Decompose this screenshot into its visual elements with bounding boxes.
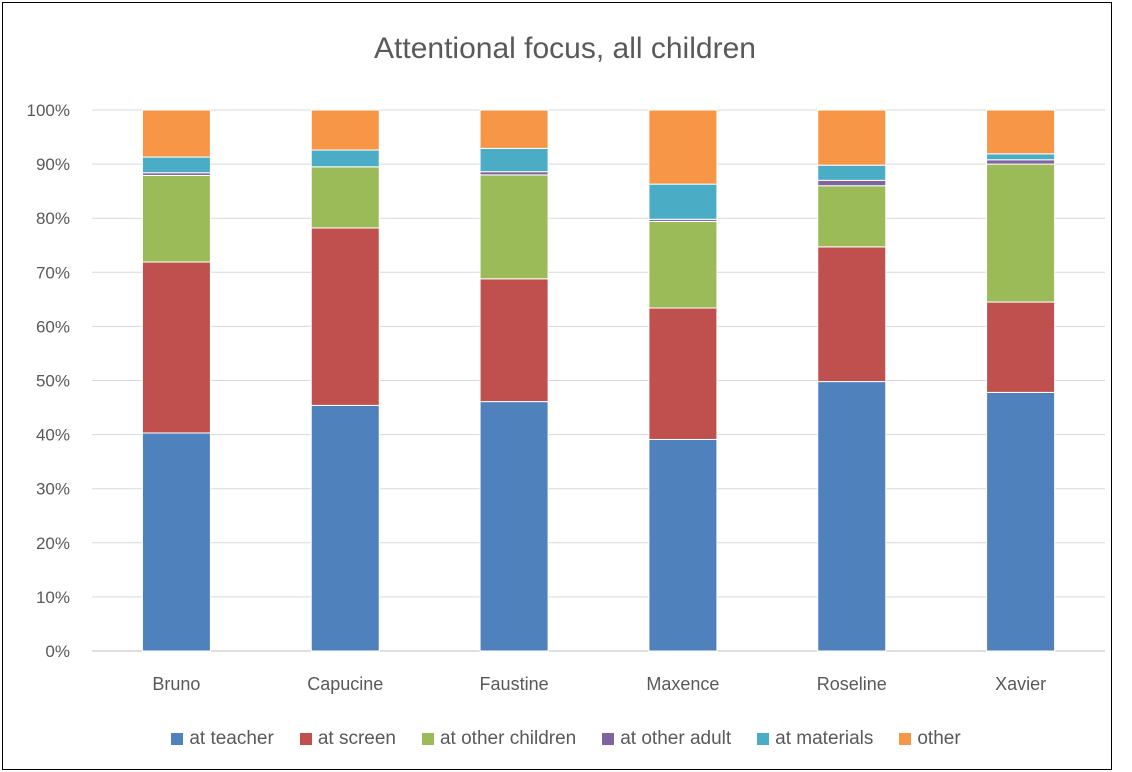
legend-swatch: [602, 733, 615, 745]
bar-segment: [310, 149, 380, 168]
legend-item: other: [899, 728, 961, 750]
legend-label: at other adult: [620, 728, 732, 749]
bar-segment: [986, 301, 1056, 393]
bar-segment: [479, 174, 549, 280]
bar-segment: [648, 307, 718, 440]
x-tick-label: Xavier: [995, 674, 1046, 694]
legend-swatch: [299, 733, 312, 745]
bar-segment: [310, 404, 380, 652]
bar-segment: [648, 183, 718, 220]
legend-label: other: [917, 728, 961, 749]
legend-swatch: [757, 733, 770, 745]
legend-label: at materials: [775, 728, 874, 749]
bar-segment: [817, 246, 887, 383]
chart-title: Attentional focus, all children: [374, 32, 756, 65]
bar-segment: [986, 159, 1056, 165]
bar-segment: [479, 278, 549, 403]
bar-segment: [310, 109, 380, 151]
bar-segment: [310, 166, 380, 229]
y-tick-label: 20%: [36, 534, 70, 553]
y-tick-label: 30%: [36, 480, 70, 499]
y-tick-label: 60%: [36, 317, 70, 336]
bar-segment: [986, 163, 1056, 303]
legend-swatch: [421, 733, 434, 745]
bar-segment: [986, 109, 1056, 155]
y-tick-label: 70%: [36, 263, 70, 282]
chart-legend: at teacher at screen at other children at o…: [0, 728, 1132, 750]
bar-segment: [141, 109, 211, 158]
bar-segment: [479, 401, 549, 652]
bar-segment: [310, 227, 380, 406]
x-tick-label: Capucine: [307, 674, 383, 694]
bar-segment: [817, 381, 887, 652]
bar-segment: [986, 153, 1056, 161]
y-tick-label: 40%: [36, 426, 70, 445]
bar-segment: [479, 109, 549, 149]
bar-segment: [479, 147, 549, 173]
legend-swatch: [171, 733, 184, 745]
legend-item: at teacher: [171, 728, 274, 750]
y-tick-label: 100%: [27, 101, 70, 120]
bar-segment: [648, 220, 718, 309]
y-tick-label: 80%: [36, 209, 70, 228]
x-tick-label: Roseline: [817, 674, 887, 694]
bar-segment: [648, 109, 718, 185]
bar-segment: [141, 156, 211, 174]
y-tick-label: 90%: [36, 155, 70, 174]
legend-item: at materials: [757, 728, 873, 750]
y-tick-label: 10%: [36, 588, 70, 607]
legend-swatch: [899, 733, 912, 745]
y-tick-label: 0%: [45, 642, 70, 661]
legend-label: at other children: [439, 728, 577, 749]
bar-segment: [817, 109, 887, 166]
bar-segment: [986, 391, 1056, 652]
x-tick-label: Faustine: [480, 674, 549, 694]
x-tick-label: Maxence: [646, 674, 719, 694]
x-tick-label: Bruno: [152, 674, 200, 694]
bar-segment: [141, 261, 211, 434]
bar-segment: [141, 174, 211, 263]
legend-item: at other children: [421, 728, 577, 750]
y-tick-label: 50%: [36, 372, 70, 391]
bar-segment: [141, 432, 211, 652]
bar-segment: [817, 164, 887, 181]
legend-label: at screen: [317, 728, 396, 749]
bar-segment: [817, 179, 887, 187]
bar-segment: [648, 438, 718, 652]
legend-item: at other adult: [602, 728, 731, 750]
bar-segment: [817, 185, 887, 248]
legend-label: at teacher: [189, 728, 274, 749]
legend-item: at screen: [299, 728, 396, 750]
